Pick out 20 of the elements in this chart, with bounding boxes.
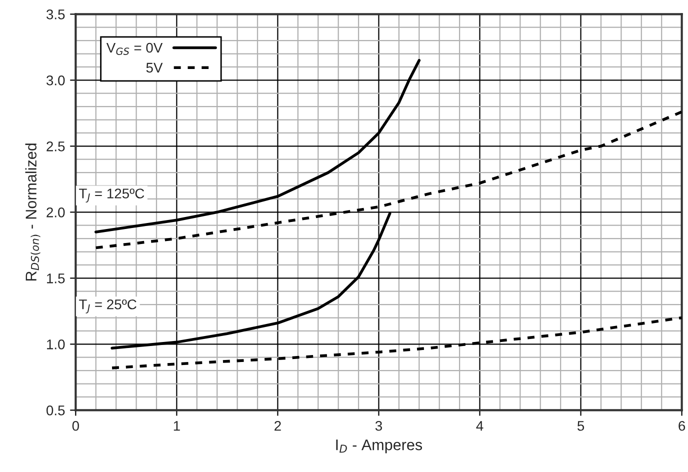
y-tick-label: 1.0 (47, 340, 65, 350)
y-tick-label: 0.5 (46, 406, 65, 416)
x-tick-label: 0 (72, 420, 79, 431)
annotation: T$_{J}$ = 125ºC (79, 188, 144, 203)
x-tick-label: 6 (678, 420, 686, 431)
x-tick-label: 5 (577, 421, 584, 431)
legend-label: V$_{GS}$ = 0V (106, 42, 163, 55)
legend-label: 5V (146, 62, 163, 73)
y-tick-label: 2.5 (46, 141, 65, 152)
x-axis-title: I$_{D}$ - Amperes (336, 440, 422, 454)
y-tick-label: 2.0 (46, 208, 65, 218)
y-tick-label: 1.5 (47, 274, 65, 284)
x-tick-label: 1 (174, 421, 180, 431)
x-tick-label: 4 (476, 421, 484, 431)
annotation: T$_{J}$ = 25ºC (79, 299, 136, 314)
y-tick-label: 3.0 (46, 75, 65, 86)
y-tick-label: 3.5 (46, 9, 65, 20)
x-tick-label: 2 (274, 420, 281, 431)
x-tick-label: 3 (375, 420, 382, 431)
y-axis-title: R$_{DS(on)}$ - Normalized (25, 144, 40, 280)
